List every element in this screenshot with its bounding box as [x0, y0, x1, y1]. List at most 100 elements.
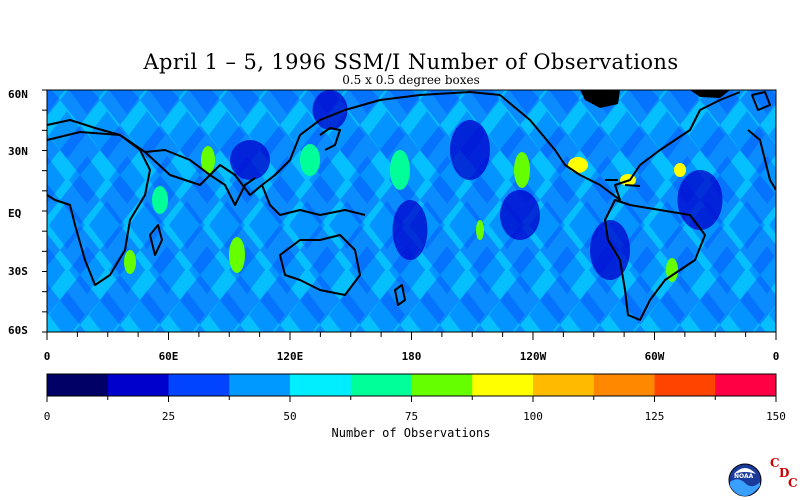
lon-label: 60W	[644, 350, 665, 363]
swath-cell	[749, 246, 776, 294]
swath-cell	[449, 291, 485, 332]
lon-label: 120E	[276, 350, 304, 363]
swath-cell	[549, 90, 585, 114]
swath-cell	[789, 156, 800, 204]
swath-cell	[149, 90, 185, 114]
lat-label: 30N	[8, 145, 28, 158]
swath-cell	[449, 201, 485, 249]
swath-cell	[189, 90, 225, 114]
high-count-region	[476, 220, 484, 240]
colorbar-swatch	[168, 374, 230, 396]
high-count-region	[666, 258, 678, 282]
colorbar-swatch	[290, 374, 352, 396]
swath-cell	[329, 291, 365, 332]
logo-letter-d: D	[779, 466, 790, 480]
low-count-region	[312, 90, 348, 130]
swath-cell	[89, 291, 125, 332]
swath-cell	[129, 201, 165, 249]
swath-cell	[269, 90, 305, 114]
swath-cell	[469, 246, 505, 294]
colorbar-tick-label: 100	[523, 410, 543, 423]
swath-cell	[47, 90, 65, 114]
swath-cell	[409, 291, 445, 332]
coastline	[319, 127, 341, 151]
swath-cell	[49, 201, 85, 249]
high-count-region	[514, 152, 530, 188]
swath-cell	[69, 90, 105, 114]
swath-cell	[669, 90, 705, 114]
high-count-region	[390, 150, 410, 190]
swath-cell	[729, 291, 765, 332]
swath-cell	[609, 111, 645, 159]
swath-cell	[289, 291, 325, 332]
lat-label: 60N	[8, 88, 28, 101]
swath-cell	[769, 215, 776, 235]
lon-label: 60E	[158, 350, 179, 363]
coastline	[605, 179, 641, 187]
coastline	[209, 174, 256, 206]
colorbar-tick-label: 125	[644, 410, 665, 423]
page-title: April 1 – 5, 1996 SSM/I Number of Observ…	[143, 50, 679, 74]
swath-cell	[149, 246, 185, 294]
high-count-region	[152, 186, 168, 214]
swath-cell	[529, 111, 565, 159]
coastline	[604, 199, 706, 321]
high-count-region	[201, 146, 215, 174]
lat-label: 60S	[8, 324, 28, 337]
swath-cell	[769, 305, 776, 325]
swath-cell	[569, 291, 605, 332]
swath-cell	[349, 246, 385, 294]
swath-cell	[349, 156, 385, 204]
low-count-region	[392, 200, 428, 260]
low-count-region	[230, 140, 270, 180]
swath-cell	[509, 90, 545, 114]
coastline	[261, 184, 366, 216]
swath-cell	[69, 156, 105, 204]
swath-cell	[47, 156, 65, 204]
swath-cell	[789, 246, 800, 294]
swath-cell	[269, 156, 305, 204]
swath-cell	[749, 90, 776, 114]
colorbar-swatch	[47, 374, 109, 396]
low-count-region	[450, 120, 490, 180]
noaa-cdc-logo: NOAA C D C	[728, 456, 800, 500]
swath-cell	[249, 201, 285, 249]
high-count-region	[229, 237, 245, 273]
noaa-badge-text: NOAA	[734, 473, 754, 480]
lat-label: EQ	[8, 207, 22, 220]
coastline	[279, 234, 361, 296]
observation-map	[47, 66, 800, 332]
swath-cell	[409, 111, 445, 159]
no-data-region	[690, 90, 730, 98]
colorbar-title: Number of Observations	[331, 426, 491, 440]
swath-cell	[209, 291, 245, 332]
colorbar-swatch	[593, 374, 655, 396]
colorbar-swatch	[229, 374, 291, 396]
coastline	[149, 224, 163, 256]
swath-cell	[169, 201, 205, 249]
swath-cell	[649, 111, 685, 159]
colorbar-swatch	[107, 374, 169, 396]
swath-cell	[789, 66, 800, 114]
colorbar-tick-label: 150	[766, 410, 786, 423]
swath-cell	[569, 111, 605, 159]
logo-letter-c2: C	[788, 476, 798, 490]
swath-cell	[49, 291, 85, 332]
colorbar-tick-label: 25	[161, 410, 176, 423]
lon-label: 0	[43, 350, 51, 363]
swath-cell	[629, 90, 665, 114]
swath-cell	[209, 201, 245, 249]
high-count-region	[124, 250, 136, 274]
colorbar-swatch	[533, 374, 595, 396]
swath-cell	[489, 291, 525, 332]
swath-cell	[69, 246, 105, 294]
swath-cell	[729, 111, 765, 159]
colorbar-swatch	[715, 374, 777, 396]
low-count-region	[677, 170, 723, 230]
swath-cell	[469, 90, 505, 114]
low-count-region	[500, 190, 540, 240]
swath-cell	[529, 291, 565, 332]
swath-cell	[109, 156, 145, 204]
swath-cell	[429, 90, 465, 114]
